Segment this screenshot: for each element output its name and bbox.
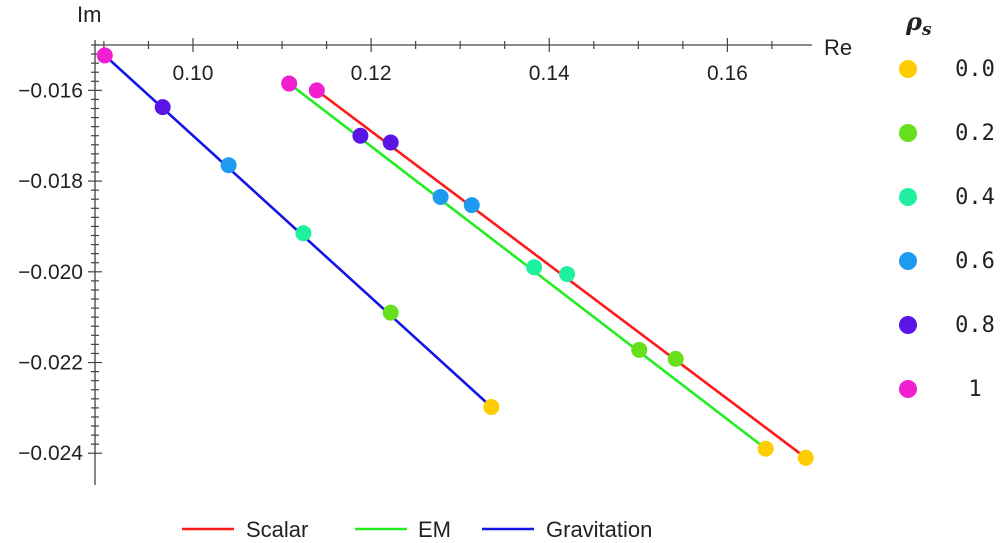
y-axis-label: Im [77, 2, 101, 27]
rho-legend-label: 0.6 [955, 249, 995, 274]
data-point-gravitation [295, 225, 312, 242]
x-ticks: 0.10 0.12 0.14 0.16 [103, 38, 773, 85]
series-legend-label: Gravitation [546, 517, 652, 542]
data-point-em [631, 341, 648, 358]
data-point-scalar [463, 197, 480, 214]
x-axis-label: Re [824, 35, 852, 60]
x-tick-label: 0.16 [707, 62, 748, 85]
series-legend: Scalar EM Gravitation [182, 517, 652, 542]
data-point-em [432, 188, 449, 205]
x-tick-label: 0.10 [173, 62, 214, 85]
rho-legend: ρs 0.0 0.2 0.4 0.6 0.8 1 [899, 7, 995, 402]
data-point-gravitation [483, 398, 500, 415]
rho-legend-swatch [899, 380, 917, 398]
series-legend-label: Scalar [246, 517, 308, 542]
rho-legend-label: 0.2 [955, 121, 995, 146]
data-point-scalar [797, 449, 814, 466]
data-point-em [757, 440, 774, 457]
rho-legend-label: 1 [968, 377, 981, 402]
x-tick-label: 0.14 [529, 62, 570, 85]
data-point-scalar [559, 266, 576, 283]
data-point-gravitation [96, 47, 113, 64]
series-points [96, 47, 814, 466]
rho-legend-label: 0.8 [955, 313, 995, 338]
y-tick-label: −0.016 [18, 79, 83, 102]
y-tick-label: −0.018 [18, 170, 83, 193]
y-ticks: −0.016 −0.018 −0.020 −0.022 −0.024 [18, 44, 102, 465]
rho-legend-swatch [899, 60, 917, 78]
data-point-em [526, 259, 543, 276]
rho-legend-label: 0.0 [955, 57, 995, 82]
y-tick-label: −0.022 [18, 352, 83, 375]
data-point-scalar [382, 134, 399, 151]
rho-legend-swatch [899, 316, 917, 334]
data-point-gravitation [154, 99, 171, 116]
series-lines [103, 54, 807, 459]
data-point-em [352, 127, 369, 144]
rho-legend-title-subscript: s [921, 20, 932, 40]
rho-legend-swatch [899, 252, 917, 270]
series-legend-label: EM [418, 517, 451, 542]
data-point-gravitation [382, 304, 399, 321]
data-point-em [281, 75, 298, 92]
data-point-gravitation [220, 157, 237, 174]
data-point-scalar [667, 350, 684, 367]
rho-legend-swatch [899, 188, 917, 206]
rho-legend-label: 0.4 [955, 185, 995, 210]
rho-legend-swatch [899, 124, 917, 142]
y-tick-label: −0.020 [18, 261, 83, 284]
rho-legend-title: ρs [905, 7, 932, 40]
y-tick-label: −0.024 [18, 442, 83, 465]
data-point-scalar [308, 82, 325, 99]
x-tick-label: 0.12 [351, 62, 392, 85]
axes: 0.10 0.12 0.14 0.16 −0.016 −0.018 −0.020 −0.02… [18, 2, 852, 485]
